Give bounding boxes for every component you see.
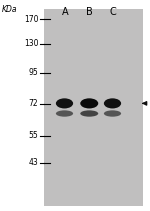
Ellipse shape <box>56 98 73 108</box>
Text: KDa: KDa <box>2 5 17 14</box>
Text: 43: 43 <box>28 158 38 167</box>
Text: 72: 72 <box>29 99 38 108</box>
Text: 130: 130 <box>24 39 38 48</box>
Ellipse shape <box>104 98 121 108</box>
Ellipse shape <box>104 110 121 117</box>
Text: B: B <box>86 7 93 17</box>
Ellipse shape <box>80 110 98 117</box>
Ellipse shape <box>80 98 98 108</box>
Text: 170: 170 <box>24 15 38 24</box>
Ellipse shape <box>56 110 73 117</box>
Text: C: C <box>110 7 117 17</box>
Text: A: A <box>62 7 69 17</box>
Text: 55: 55 <box>28 131 38 140</box>
Text: 95: 95 <box>28 68 38 77</box>
Bar <box>44 9 143 206</box>
